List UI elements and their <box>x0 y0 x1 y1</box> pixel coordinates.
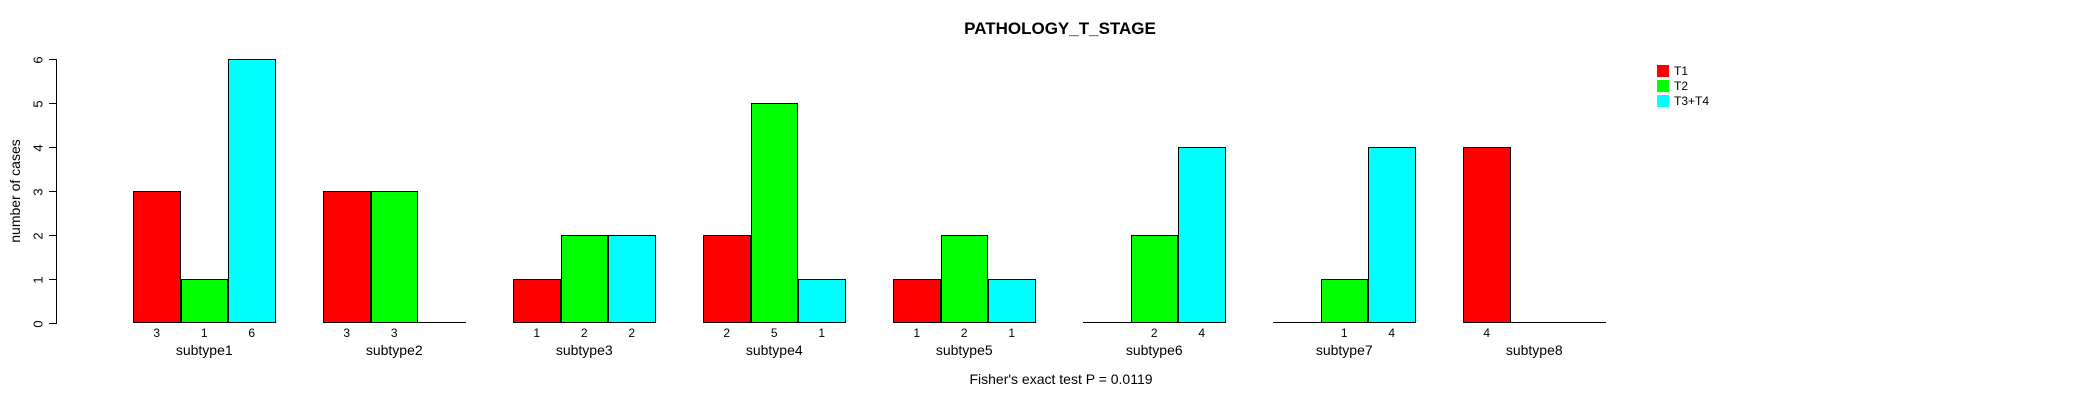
legend-swatch-icon <box>1657 80 1669 92</box>
y-axis-tick <box>49 235 56 236</box>
legend-item-T1: T1 <box>1657 65 1709 77</box>
bar-subtype1-T1 <box>133 191 181 323</box>
y-axis-tick <box>49 191 56 192</box>
bar-value-label: 3 <box>390 326 398 340</box>
y-axis-tick <box>49 147 56 148</box>
y-axis-tick <box>49 103 56 104</box>
bar-subtype7-T3+T4 <box>1368 147 1416 323</box>
bar-subtype6-T2 <box>1130 235 1178 323</box>
chart-title: PATHOLOGY_T_STAGE <box>964 19 1156 38</box>
chart-subtitle: Fisher's exact test P = 0.0119 <box>969 371 1153 387</box>
bar-subtype4-T2 <box>750 103 798 323</box>
bar-subtype3-T1 <box>513 279 561 323</box>
zero-value-baseline-subtype8-T2 <box>1510 322 1558 323</box>
bar-subtype4-T1 <box>703 235 751 323</box>
bar-value-label: 3 <box>153 326 161 340</box>
y-axis-tick-label: 2 <box>30 231 46 240</box>
legend-label: T1 <box>1674 64 1689 78</box>
y-axis-tick <box>49 323 56 324</box>
bar-value-label: 1 <box>1340 326 1348 340</box>
bar-value-label: 1 <box>818 326 826 340</box>
bar-value-label: 4 <box>1388 326 1396 340</box>
bar-subtype6-T3+T4 <box>1178 147 1226 323</box>
legend-item-T3+T4: T3+T4 <box>1657 95 1709 107</box>
bar-value-label: 2 <box>960 326 968 340</box>
category-label-subtype4: subtype4 <box>745 342 803 358</box>
legend-item-T2: T2 <box>1657 80 1709 92</box>
bar-subtype7-T2 <box>1320 279 1368 323</box>
bar-subtype1-T2 <box>180 279 228 323</box>
legend-label: T3+T4 <box>1674 94 1710 108</box>
bar-value-label: 1 <box>533 326 541 340</box>
y-axis-label: number of cases <box>7 139 23 243</box>
bar-value-label: 2 <box>628 326 636 340</box>
bar-subtype3-T2 <box>560 235 608 323</box>
bar-value-label: 6 <box>248 326 256 340</box>
bar-value-label: 4 <box>1483 326 1491 340</box>
bar-value-label: 1 <box>1008 326 1016 340</box>
y-axis-tick <box>49 279 56 280</box>
bar-subtype5-T1 <box>893 279 941 323</box>
bar-subtype2-T2 <box>370 191 418 323</box>
bar-value-label: 5 <box>770 326 778 340</box>
zero-value-baseline-subtype7-T1 <box>1273 322 1321 323</box>
zero-value-baseline-subtype2-T3+T4 <box>418 322 466 323</box>
bar-subtype2-T1 <box>323 191 371 323</box>
category-label-subtype1: subtype1 <box>175 342 233 358</box>
legend-swatch-icon <box>1657 65 1669 77</box>
category-label-subtype8: subtype8 <box>1505 342 1563 358</box>
y-axis-line <box>56 59 57 324</box>
legend-label: T2 <box>1674 79 1689 93</box>
bar-subtype5-T3+T4 <box>988 279 1036 323</box>
bar-subtype5-T2 <box>940 235 988 323</box>
zero-value-baseline-subtype8-T3+T4 <box>1558 322 1606 323</box>
bar-subtype3-T3+T4 <box>608 235 656 323</box>
y-axis-tick-label: 4 <box>30 143 46 152</box>
bar-value-label: 4 <box>1198 326 1206 340</box>
bar-value-label: 2 <box>723 326 731 340</box>
bar-value-label: 1 <box>200 326 208 340</box>
category-label-subtype5: subtype5 <box>935 342 993 358</box>
y-axis-tick-label: 6 <box>30 55 46 64</box>
bar-value-label: 1 <box>913 326 921 340</box>
category-label-subtype3: subtype3 <box>555 342 613 358</box>
y-axis-tick-label: 1 <box>30 275 46 284</box>
y-axis-tick-label: 3 <box>30 187 46 196</box>
zero-value-baseline-subtype6-T1 <box>1083 322 1131 323</box>
bar-value-label: 2 <box>1150 326 1158 340</box>
legend: T1 T2 T3+T4 <box>1657 65 1709 107</box>
bar-subtype8-T1 <box>1463 147 1511 323</box>
y-axis-tick-label: 5 <box>30 99 46 108</box>
category-label-subtype7: subtype7 <box>1315 342 1373 358</box>
y-axis-tick-label: 0 <box>30 319 46 328</box>
category-label-subtype2: subtype2 <box>365 342 423 358</box>
bar-subtype4-T3+T4 <box>798 279 846 323</box>
y-axis-tick <box>49 59 56 60</box>
bar-value-label: 2 <box>580 326 588 340</box>
bar-subtype1-T3+T4 <box>228 59 276 323</box>
legend-swatch-icon <box>1657 95 1669 107</box>
bar-value-label: 3 <box>343 326 351 340</box>
category-label-subtype6: subtype6 <box>1125 342 1183 358</box>
